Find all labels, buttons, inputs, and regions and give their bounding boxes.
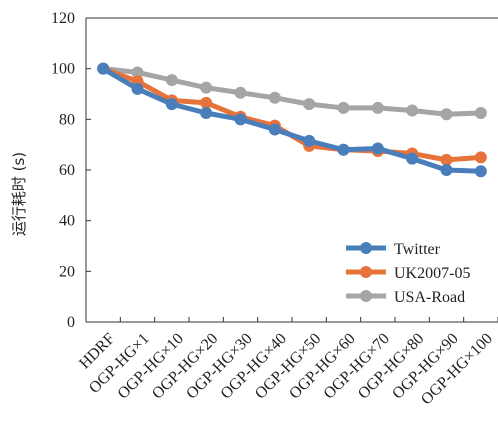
data-point: [97, 62, 110, 75]
legend-label: UK2007-05: [394, 265, 470, 282]
data-point: [200, 107, 213, 119]
y-axis-ticks: 0 20 40 60 80 100 120: [51, 10, 91, 331]
data-point: [268, 91, 281, 104]
legend-label: USA-Road: [394, 289, 465, 306]
data-point: [303, 98, 316, 111]
series-twitter: [97, 62, 487, 178]
y-tick-label: 0: [67, 314, 75, 331]
data-point: [268, 123, 281, 136]
series-usa-road: [97, 62, 487, 121]
data-point: [337, 101, 350, 114]
data-point: [234, 86, 247, 99]
legend-marker: [360, 266, 372, 278]
y-tick-label: 100: [51, 61, 75, 78]
data-point: [234, 113, 247, 126]
data-point: [200, 81, 213, 94]
legend-item: USA-Road: [346, 289, 465, 306]
data-point: [440, 164, 453, 176]
data-point: [474, 151, 487, 164]
data-point: [303, 134, 316, 147]
data-point: [165, 74, 178, 87]
y-axis-title: 运行耗时 (s): [10, 152, 28, 236]
y-tick-label: 60: [59, 162, 75, 179]
data-point: [337, 143, 350, 156]
data-point: [131, 82, 144, 95]
data-point: [200, 96, 213, 109]
legend-item: UK2007-05: [346, 265, 470, 282]
series-line: [101, 66, 481, 174]
data-point: [406, 104, 419, 117]
data-point: [440, 108, 453, 121]
data-point: [474, 107, 487, 119]
y-tick-label: 40: [59, 213, 75, 230]
legend-item: Twitter: [346, 241, 441, 258]
y-tick-label: 80: [59, 111, 75, 128]
y-tick-label: 20: [59, 263, 75, 280]
x-axis-ticks: HDRFOGP-HG×1OGP-HG×10OGP-HG×20OGP-HG×30O…: [76, 317, 498, 408]
data-point: [165, 98, 178, 111]
legend-marker: [360, 290, 372, 302]
data-point: [406, 152, 419, 165]
legend-marker: [360, 242, 372, 254]
chart-series: [97, 62, 487, 178]
data-point: [474, 165, 487, 178]
data-point: [440, 153, 453, 166]
chart-legend: Twitter UK2007-05 USA-Road: [346, 241, 470, 306]
y-tick-label: 120: [51, 10, 75, 27]
legend-label: Twitter: [394, 241, 441, 258]
data-point: [131, 66, 144, 79]
data-point: [371, 101, 384, 114]
data-point: [371, 142, 384, 155]
